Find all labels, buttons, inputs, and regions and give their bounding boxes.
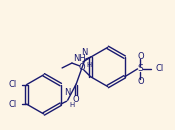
Text: NH: NH xyxy=(74,54,86,63)
Text: O: O xyxy=(78,63,85,72)
Text: S: S xyxy=(138,64,143,73)
Text: H: H xyxy=(87,62,92,68)
Text: N: N xyxy=(82,48,88,57)
Text: N: N xyxy=(64,88,71,97)
Text: Cl: Cl xyxy=(155,64,163,73)
Text: H: H xyxy=(70,102,75,108)
Text: O: O xyxy=(137,52,144,61)
Text: O: O xyxy=(137,77,144,86)
Text: Cl: Cl xyxy=(9,80,17,89)
Text: O: O xyxy=(73,95,79,104)
Text: Cl: Cl xyxy=(9,100,17,109)
